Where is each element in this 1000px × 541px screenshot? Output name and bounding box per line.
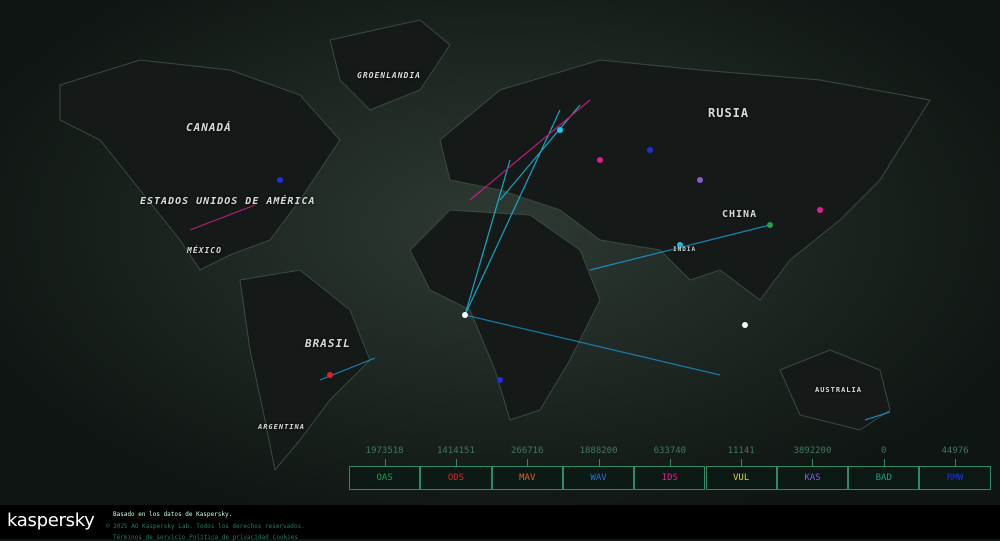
tick <box>669 459 671 466</box>
label-groenlandia: GROENLANDIA <box>357 71 421 80</box>
stat-rmw[interactable]: 44976 RMW <box>919 446 991 491</box>
stat-label: VUL <box>705 466 777 490</box>
footer-links: Términos de servicio Política de privacid… <box>113 534 302 541</box>
stat-value: 266716 <box>510 446 544 456</box>
stat-vul[interactable]: 11141 VUL <box>705 446 777 491</box>
label-india: INDIA <box>673 246 697 253</box>
stat-value: 11141 <box>727 446 755 456</box>
stat-label: WAV <box>562 466 635 490</box>
tick <box>384 459 386 466</box>
stat-value: 1888200 <box>579 446 618 456</box>
stat-value: 3892200 <box>793 446 832 456</box>
threat-map[interactable]: GROENLANDIA CANADÁ ESTADOS UNIDOS DE AMÉ… <box>0 0 1000 505</box>
label-canada: CANADÁ <box>186 121 232 134</box>
detection-stats-bar: 1973518 OAS 1414151 ODS 266716 MAV 1888200 W… <box>349 446 991 491</box>
stat-value: 44976 <box>941 446 969 456</box>
north-america <box>59 59 341 271</box>
tick <box>527 459 529 466</box>
tick <box>955 459 957 466</box>
cookies-link[interactable]: Cookies <box>272 534 299 541</box>
stat-bad[interactable]: 0 BAD <box>848 446 920 491</box>
data-source-note: Basado en los datos de Kaspersky. <box>113 511 233 518</box>
label-china: CHINA <box>722 209 758 220</box>
stat-label: KAS <box>776 466 849 490</box>
stat-label: RMW <box>919 466 991 490</box>
stat-value: 633740 <box>653 446 687 456</box>
label-brasil: BRASIL <box>305 337 351 350</box>
footer: kaspersky Basado en los datos de Kaspers… <box>0 505 1000 541</box>
stat-ods[interactable]: 1414151 ODS <box>420 446 492 491</box>
kaspersky-logo[interactable]: kaspersky <box>7 510 95 531</box>
copyright: © 2025 AO Kaspersky Lab. Todos los derec… <box>106 523 305 530</box>
stat-value: 0 <box>881 446 887 456</box>
stat-mav[interactable]: 266716 MAV <box>491 446 563 491</box>
stat-label: MAV <box>491 466 563 490</box>
stat-kas[interactable]: 3892200 KAS <box>776 446 849 491</box>
stat-label: BAD <box>848 466 920 490</box>
stat-value: 1973518 <box>365 446 404 456</box>
tick <box>598 459 600 466</box>
world-map-graphic <box>59 19 931 472</box>
label-argentina: ARGENTINA <box>258 423 305 431</box>
stat-oas[interactable]: 1973518 OAS <box>349 446 421 491</box>
stat-wav[interactable]: 1888200 WAV <box>562 446 635 491</box>
stat-ids[interactable]: 633740 IDS <box>634 446 706 491</box>
europe-asia <box>439 59 931 301</box>
tick <box>455 459 457 466</box>
attack-points <box>277 127 823 383</box>
tick <box>741 459 743 466</box>
australia <box>779 349 891 431</box>
africa <box>409 209 601 421</box>
tick <box>883 459 885 466</box>
stat-label: ODS <box>420 466 492 490</box>
south-america <box>239 269 371 472</box>
label-australia: AUSTRALIA <box>815 386 862 394</box>
label-rusia: RUSIA <box>708 106 750 120</box>
terms-link[interactable]: Términos de servicio <box>113 534 186 541</box>
label-mexico: MÉXICO <box>187 246 222 255</box>
label-usa: ESTADOS UNIDOS DE AMÉRICA <box>140 196 316 207</box>
stat-label: IDS <box>634 466 706 490</box>
stat-label: OAS <box>349 466 421 490</box>
attack-lines <box>189 99 891 421</box>
stat-value: 1414151 <box>436 446 475 456</box>
greenland <box>329 19 451 111</box>
tick <box>812 459 814 466</box>
privacy-link[interactable]: Política de privacidad <box>189 534 269 541</box>
